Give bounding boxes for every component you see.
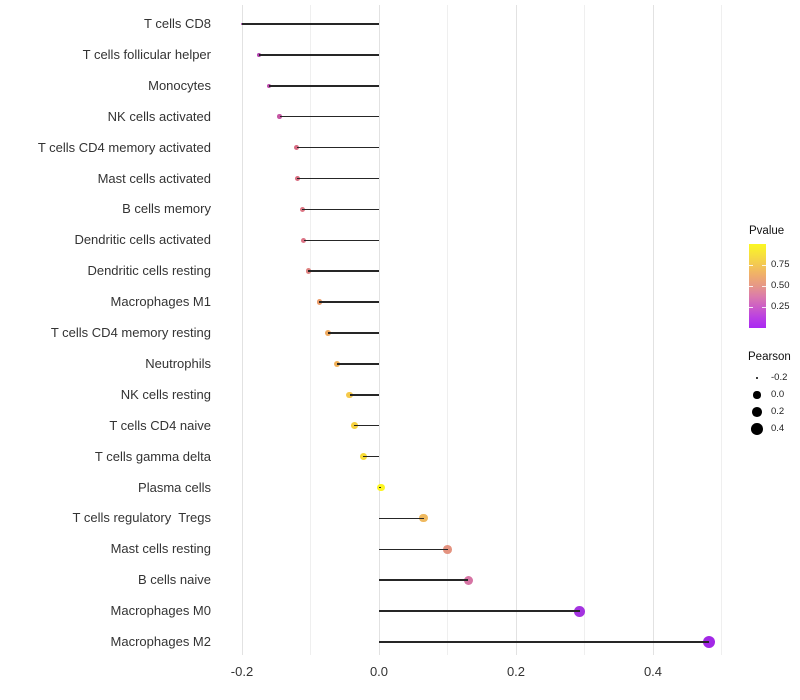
colorbar-tick — [762, 286, 766, 287]
lollipop-stem — [379, 641, 710, 643]
data-point — [324, 330, 331, 336]
y-axis-label: T cells CD4 memory resting — [50, 325, 211, 340]
size-legend-dot — [752, 407, 762, 417]
data-point — [574, 605, 586, 617]
y-axis-label: Dendritic cells activated — [74, 232, 211, 248]
minor-gridline — [721, 5, 722, 655]
data-point — [334, 360, 341, 367]
data-point — [294, 175, 300, 182]
size-legend-dot — [753, 391, 761, 399]
y-axis-label: Mast cells resting — [110, 541, 211, 557]
lollipop-stem — [269, 85, 379, 87]
minor-gridline — [584, 5, 585, 655]
x-axis-tick-label: 0.4 — [643, 664, 663, 679]
y-axis-label: NK cells activated — [107, 108, 211, 124]
colorbar-tick — [749, 265, 753, 266]
data-point — [294, 145, 300, 151]
minor-gridline — [310, 5, 311, 655]
pvalue-colorbar — [749, 244, 766, 328]
minor-gridline — [447, 5, 448, 655]
lollipop-stem — [363, 455, 379, 458]
y-axis-label: T cells gamma delta — [94, 448, 211, 464]
x-axis-tick-label: 0.0 — [369, 664, 389, 679]
lollipop-stem — [379, 579, 469, 581]
lollipop-stem — [379, 548, 448, 551]
y-axis-label: Monocytes — [148, 77, 211, 93]
lollipop-stem — [296, 146, 379, 149]
lollipop-stem — [308, 270, 379, 272]
lollipop-stem — [354, 424, 379, 427]
data-point — [267, 83, 272, 88]
colorbar-tick — [749, 307, 753, 308]
y-axis-label: Mast cells activated — [97, 170, 211, 186]
major-gridline — [652, 5, 654, 655]
size-legend-label: 0.0 — [771, 389, 785, 400]
data-point — [240, 22, 244, 26]
x-axis-tick-label: -0.2 — [230, 664, 254, 679]
y-axis-label: NK cells resting — [120, 386, 211, 402]
y-axis-label: Macrophages M2 — [110, 634, 211, 649]
colorbar-tick — [749, 286, 753, 287]
y-axis-label: Macrophages M0 — [110, 603, 211, 619]
major-gridline — [515, 5, 517, 655]
y-axis-label: B cells naive — [138, 572, 211, 588]
y-axis-label: Plasma cells — [138, 479, 211, 495]
y-axis-label: T cells follicular helper — [82, 46, 211, 62]
pearson-legend-title: Pearson — [748, 351, 791, 363]
lollipop-stem — [337, 363, 379, 365]
y-axis-label: T cells CD4 memory activated — [37, 139, 211, 155]
data-point — [257, 53, 261, 57]
lollipop-stem — [379, 486, 382, 489]
major-gridline — [378, 5, 380, 655]
y-axis-label: T cells CD4 naive — [109, 417, 211, 433]
lollipop-stem — [319, 301, 379, 303]
y-axis-label: Neutrophils — [145, 355, 211, 371]
y-axis-label: T cells CD8 — [144, 16, 211, 31]
lollipop-stem — [259, 54, 379, 56]
pvalue-legend-title: Pvalue — [749, 225, 785, 237]
y-axis-label: Dendritic cells resting — [87, 263, 211, 279]
x-axis-tick-label: 0.2 — [506, 664, 526, 679]
y-axis-label: T cells regulatory Tregs — [72, 510, 211, 526]
lollipop-stem — [379, 517, 424, 520]
size-legend-label: -0.2 — [771, 372, 788, 383]
colorbar-tick — [762, 265, 766, 266]
colorbar-tick — [762, 307, 766, 308]
y-axis-label: B cells memory — [122, 201, 211, 217]
lollipop-stem — [302, 208, 379, 211]
lollipop-stem — [242, 23, 379, 25]
colorbar-tick-label: 0.75 — [771, 259, 790, 270]
major-gridline — [241, 5, 243, 655]
lollipop-stem — [303, 239, 379, 242]
size-legend-label: 0.4 — [771, 423, 785, 434]
lollipop-stem — [349, 394, 379, 396]
lollipop-stem — [379, 610, 580, 612]
colorbar-tick-label: 0.25 — [771, 301, 790, 312]
size-legend-label: 0.2 — [771, 406, 785, 417]
size-legend-dot — [755, 376, 759, 380]
data-point — [377, 483, 385, 492]
data-point — [702, 635, 716, 649]
y-axis-label: Macrophages M1 — [110, 294, 211, 310]
lollipop-stem — [297, 177, 379, 180]
size-legend-dot — [751, 423, 763, 435]
lollipop-stem — [327, 332, 379, 334]
colorbar-tick-label: 0.50 — [771, 280, 790, 291]
lollipop-stem — [279, 115, 379, 118]
